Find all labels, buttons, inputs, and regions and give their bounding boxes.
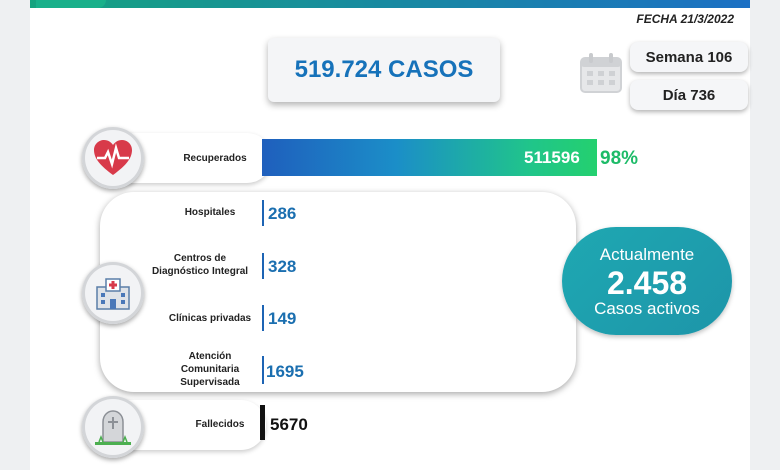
hospital-value: 286 — [268, 204, 297, 223]
active-cases-caption: Casos activos — [594, 299, 700, 318]
report-date: FECHA 21/3/2022 — [636, 12, 734, 26]
recovered-label: Recuperados — [183, 153, 247, 164]
day-badge: Día 736 — [630, 80, 748, 110]
hospital-icon — [82, 262, 144, 324]
hospital-label: Hospitales — [184, 207, 236, 218]
total-cases-box: 519.724 CASOS — [268, 38, 500, 102]
cdi-value: 328 — [268, 257, 297, 276]
recovered-bar — [262, 139, 597, 176]
tombstone-icon — [82, 396, 144, 458]
active-cases-badge: Actualmente 2.458 Casos activos — [562, 227, 732, 335]
acs-value: 1695 — [266, 362, 304, 381]
private-clinics-tick — [262, 305, 264, 331]
calendar-icon — [580, 53, 622, 93]
deaths-tick — [260, 405, 265, 440]
hospitalization-panel — [100, 192, 576, 392]
active-cases-heading: Actualmente — [599, 245, 695, 264]
private-clinics-value: 149 — [268, 309, 297, 328]
cdi-label: Centros de Diagnóstico Integral — [151, 253, 249, 277]
hospital-tick — [262, 200, 264, 226]
deaths-label: Fallecidos — [195, 419, 245, 430]
top-banner — [30, 0, 750, 8]
active-cases-count: 2.458 — [606, 265, 688, 301]
recovered-percent: 98% — [600, 148, 639, 169]
week-badge: Semana 106 — [630, 42, 748, 72]
heart-pulse-icon — [82, 127, 144, 189]
acs-label: Atención Comunitaria Supervisada — [180, 351, 240, 388]
private-clinics-label: Clínicas privadas — [168, 313, 252, 324]
cdi-tick — [262, 253, 264, 279]
recovered-value: 511596 — [524, 148, 580, 167]
deaths-value: 5670 — [270, 415, 308, 434]
acs-tick — [262, 356, 264, 384]
top-banner-decoration — [36, 0, 106, 8]
